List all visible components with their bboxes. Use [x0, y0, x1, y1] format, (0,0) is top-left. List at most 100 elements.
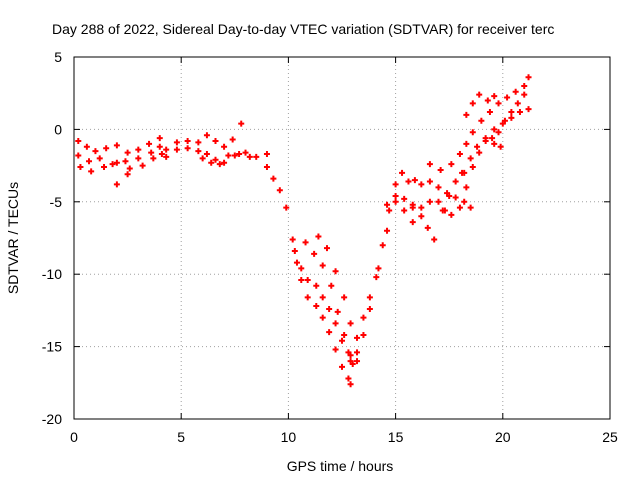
data-point	[103, 145, 110, 152]
data-point	[439, 207, 446, 214]
data-point	[203, 151, 210, 158]
data-point	[184, 137, 191, 144]
data-point	[113, 181, 120, 188]
data-point	[459, 169, 466, 176]
data-point	[467, 204, 474, 211]
data-point	[135, 155, 142, 162]
data-point	[399, 169, 406, 176]
data-point	[339, 363, 345, 370]
data-point	[452, 194, 459, 201]
data-point	[276, 187, 283, 194]
data-point	[75, 137, 82, 144]
data-point	[456, 204, 463, 211]
data-point	[124, 149, 131, 156]
chart-title: Day 288 of 2022, Sidereal Day-to-day VTE…	[52, 21, 554, 37]
data-points	[75, 74, 532, 388]
data-point	[484, 97, 491, 104]
data-point	[304, 276, 311, 283]
data-point	[392, 198, 399, 205]
data-point	[113, 142, 120, 149]
data-point	[474, 143, 481, 150]
x-tick-label: 5	[177, 429, 185, 445]
series-track-n	[384, 193, 416, 226]
data-point	[195, 148, 202, 155]
data-point	[339, 337, 345, 344]
data-point	[418, 204, 425, 211]
data-point	[379, 242, 386, 249]
data-point	[319, 314, 326, 321]
data-point	[221, 159, 228, 166]
data-point	[514, 100, 521, 107]
data-point	[469, 129, 476, 136]
data-point	[426, 178, 433, 185]
data-point	[173, 146, 180, 153]
series-track-l	[347, 169, 474, 365]
data-point	[199, 155, 206, 162]
data-point	[467, 155, 474, 162]
data-point	[298, 276, 305, 283]
data-point	[435, 198, 442, 205]
data-point	[302, 239, 309, 246]
data-point	[431, 236, 438, 243]
data-point	[386, 207, 393, 214]
data-point	[495, 129, 502, 136]
series-track-e	[163, 120, 245, 153]
series-track-c	[77, 151, 165, 175]
data-point	[448, 161, 455, 168]
x-tick-label: 25	[602, 429, 618, 445]
data-point	[229, 136, 236, 143]
data-point	[486, 109, 493, 116]
data-point	[497, 143, 504, 150]
y-tick-label: -15	[42, 339, 62, 355]
data-point	[360, 314, 367, 321]
data-point	[319, 262, 326, 269]
series-track-t	[463, 91, 498, 118]
data-point	[516, 109, 523, 116]
data-point	[146, 140, 153, 147]
data-point	[504, 94, 511, 101]
data-point	[448, 211, 455, 218]
data-point	[225, 152, 232, 159]
data-point	[354, 349, 361, 356]
data-point	[289, 236, 296, 243]
data-point	[75, 152, 82, 159]
data-point	[101, 164, 108, 171]
data-point	[366, 305, 373, 312]
series-track-s	[456, 137, 504, 211]
data-point	[426, 161, 433, 168]
series-track-k	[315, 233, 361, 341]
data-point	[163, 146, 170, 153]
data-point	[326, 329, 333, 336]
data-point	[203, 132, 210, 139]
data-point	[525, 74, 532, 81]
data-point	[521, 82, 528, 89]
data-point	[435, 184, 442, 191]
data-point	[347, 358, 354, 365]
data-point	[341, 294, 348, 301]
data-point	[463, 140, 470, 147]
series-track-q	[461, 106, 532, 176]
data-point	[426, 198, 433, 205]
data-point	[311, 250, 318, 257]
data-point	[375, 265, 382, 272]
data-point	[401, 207, 408, 214]
series-track-d	[113, 171, 131, 188]
y-tick-label: -10	[42, 266, 62, 282]
data-point	[508, 109, 515, 116]
data-point	[405, 178, 412, 185]
x-tick-label: 10	[281, 429, 297, 445]
data-point	[319, 294, 326, 301]
data-point	[461, 198, 468, 205]
y-tick-label: 0	[54, 121, 62, 137]
data-point	[424, 224, 431, 231]
y-tick-label: -20	[42, 411, 62, 427]
data-point	[463, 111, 470, 118]
series-track-p	[426, 74, 532, 173]
x-ticks: 0 5 10 15 20 25	[70, 57, 618, 445]
grid	[74, 57, 610, 419]
data-point	[195, 139, 202, 146]
series-track-j	[302, 239, 356, 367]
y-tick-label: 5	[54, 49, 62, 65]
data-point	[392, 193, 399, 200]
data-point	[150, 155, 157, 162]
